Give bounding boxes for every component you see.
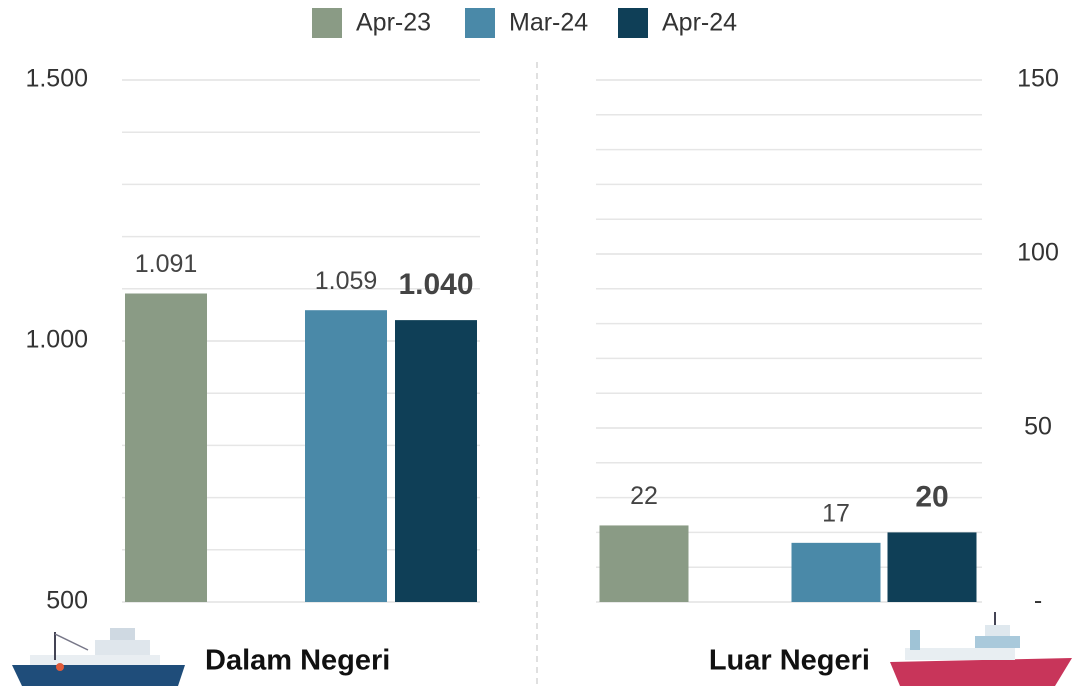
- y-tick-label: 50: [1024, 413, 1052, 441]
- bar: [791, 542, 881, 602]
- value-label: 17: [822, 499, 850, 527]
- value-label: 20: [915, 480, 948, 513]
- legend-swatch: [465, 8, 495, 38]
- y-tick-label: 100: [1017, 239, 1059, 267]
- value-label: 22: [630, 482, 658, 510]
- y-tick-label: 500: [46, 587, 88, 615]
- legend-label: Apr-23: [356, 9, 431, 37]
- ship-icon: [890, 612, 1072, 686]
- ship-icon: [12, 628, 185, 686]
- bar: [395, 320, 477, 602]
- legend-swatch: [618, 8, 648, 38]
- chart-title: Dalam Negeri: [205, 645, 390, 677]
- legend-label: Mar-24: [509, 9, 588, 37]
- y-tick-label: 150: [1017, 65, 1059, 93]
- value-label: 1.091: [135, 250, 198, 278]
- bar: [599, 525, 689, 602]
- value-label: 1.040: [398, 268, 473, 301]
- bar: [125, 293, 207, 602]
- chart-title: Luar Negeri: [709, 645, 870, 677]
- y-tick-label: 1.000: [25, 326, 88, 354]
- y-tick-label: 1.500: [25, 65, 88, 93]
- bar: [305, 310, 387, 602]
- legend-swatch: [312, 8, 342, 38]
- value-label: 1.059: [315, 267, 378, 295]
- legend-label: Apr-24: [662, 9, 737, 37]
- y-tick-label: -: [1034, 587, 1042, 615]
- bar: [887, 532, 977, 602]
